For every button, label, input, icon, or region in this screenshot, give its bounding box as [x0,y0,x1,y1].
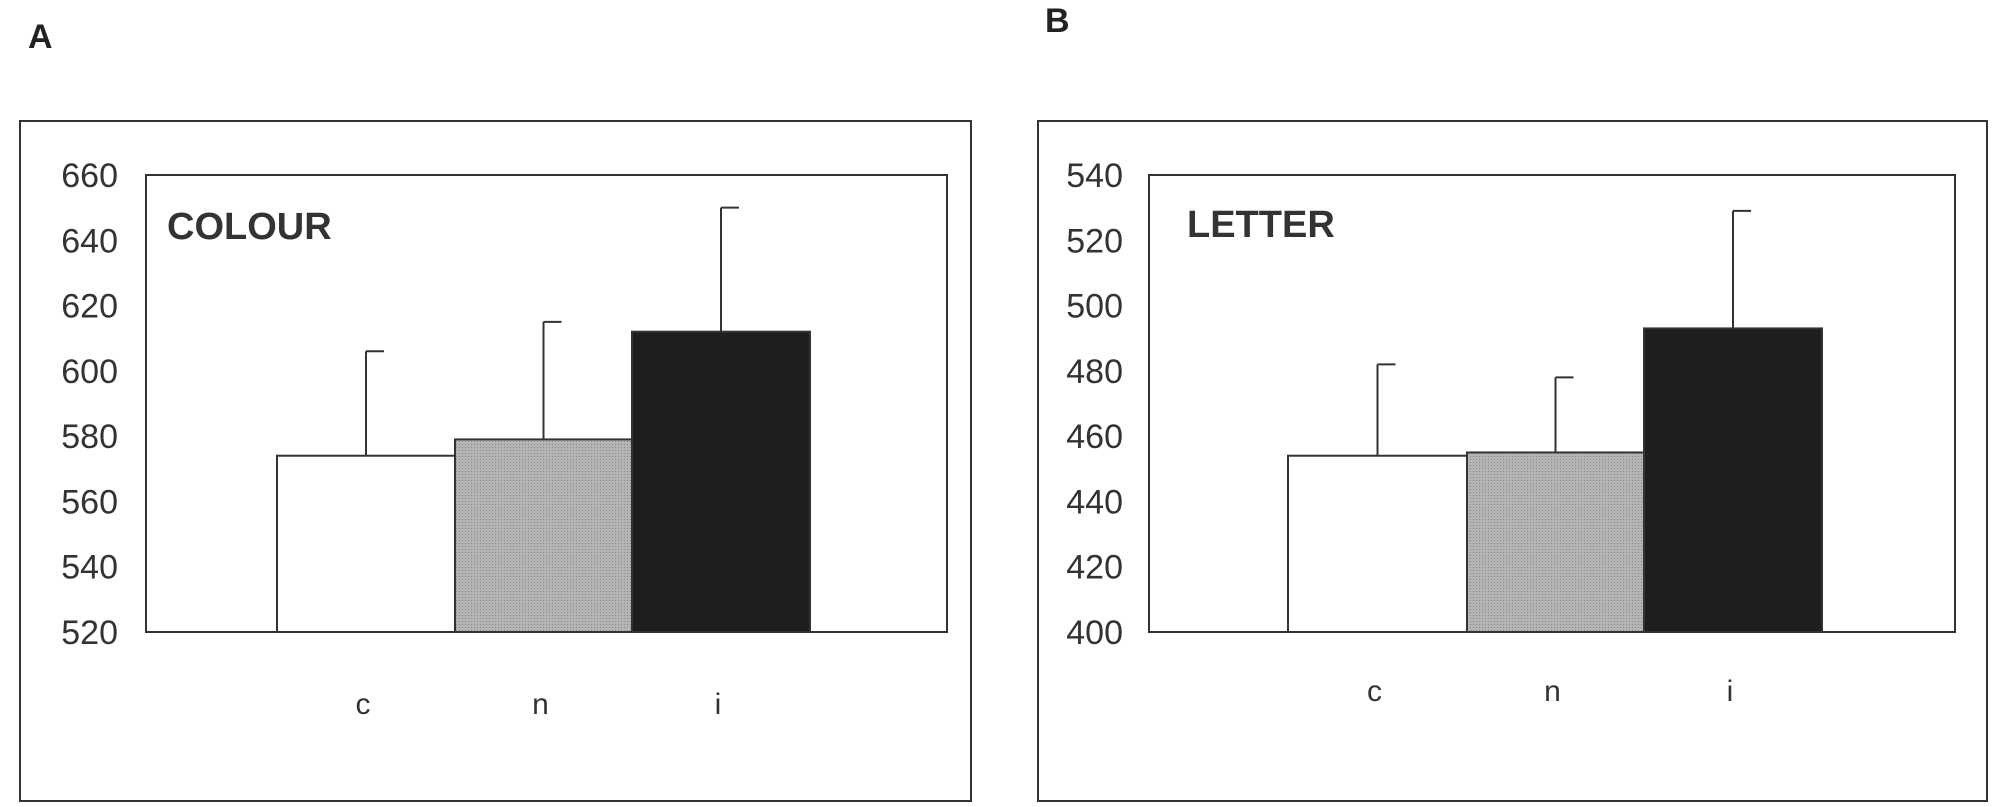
y-tick-label: 640 [61,222,118,260]
panel-label-b: B [1045,2,1070,40]
y-tick-label: 580 [61,418,118,456]
category-label-n: n [1544,675,1561,708]
panel-label-a: A [28,18,53,56]
y-tick-label: 620 [61,288,118,326]
category-label-i: i [1727,675,1734,708]
panel-frame-b [1037,120,1988,802]
category-label-c: c [1367,675,1382,708]
y-tick-label: 540 [1066,157,1123,195]
panel-b: B LETTER 400 420 440 460 480 500 520 540 c n i [1037,2,1988,802]
category-label-i: i [715,688,722,721]
y-tick-label: 520 [1066,222,1123,260]
bar-n [454,438,633,633]
y-tick-label: 460 [1066,418,1123,456]
chart-title-colour: COLOUR [167,206,332,248]
y-tick-label: 560 [61,483,118,521]
panel-a: A COLOUR 520 540 560 580 600 620 640 660 c n i [19,18,972,802]
bar-c [276,454,456,633]
bar-i [631,330,811,633]
bar-i [1643,327,1823,633]
bar-n [1466,451,1645,634]
y-axis-ticks-b: 400 420 440 460 480 500 520 540 [1066,157,1123,652]
y-tick-label: 600 [61,353,118,391]
y-tick-label: 440 [1066,483,1123,521]
y-tick-label: 500 [1066,288,1123,326]
bar-c [1287,454,1468,633]
category-label-c: c [356,688,371,721]
chart-title-letter: LETTER [1187,204,1335,246]
panel-frame-a [19,120,972,802]
bars-a [276,206,811,633]
y-tick-label: 540 [61,549,118,587]
y-axis-ticks-a: 520 540 560 580 600 620 640 660 [61,157,118,652]
y-tick-label: 480 [1066,353,1123,391]
category-label-n: n [532,688,549,721]
y-tick-label: 400 [1066,614,1123,652]
y-tick-label: 520 [61,614,118,652]
bars-b [1287,209,1823,634]
y-tick-label: 660 [61,157,118,195]
y-tick-label: 420 [1066,549,1123,587]
